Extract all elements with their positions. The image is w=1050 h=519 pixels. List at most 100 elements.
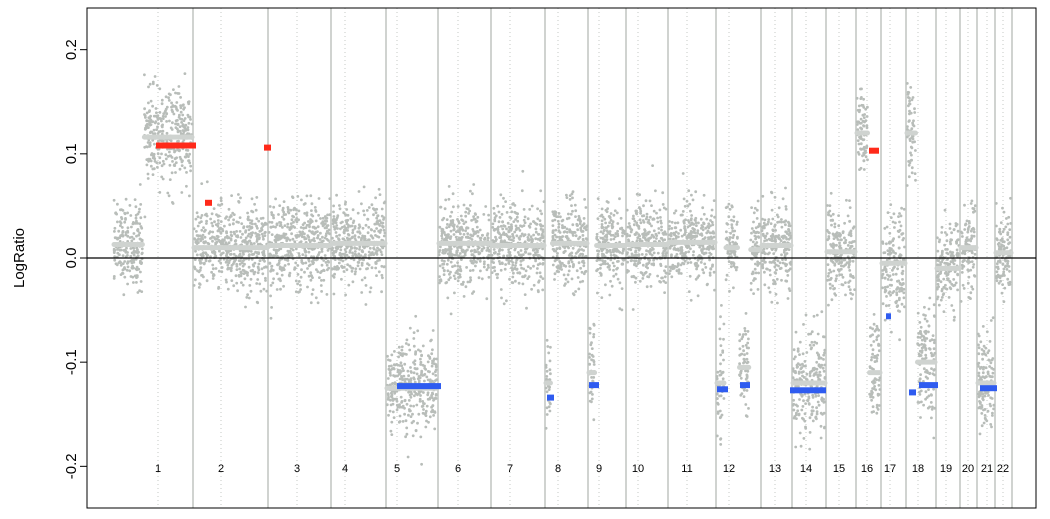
data-point	[637, 233, 640, 236]
data-point	[278, 204, 282, 208]
data-point	[580, 270, 584, 274]
data-point	[762, 258, 766, 262]
data-point	[353, 246, 357, 250]
data-point	[353, 226, 357, 230]
data-point	[726, 222, 729, 226]
data-point	[462, 222, 466, 226]
data-point	[591, 355, 595, 358]
data-point	[524, 250, 528, 254]
data-point	[710, 208, 714, 212]
data-point	[592, 418, 596, 422]
data-point	[344, 250, 348, 254]
data-point	[792, 398, 795, 402]
data-point	[320, 240, 324, 244]
data-point	[545, 375, 549, 378]
data-point	[470, 259, 474, 263]
data-point	[774, 229, 777, 232]
data-point	[149, 114, 153, 118]
data-point	[440, 229, 444, 233]
data-point	[238, 262, 242, 266]
data-point	[768, 273, 772, 277]
data-point	[245, 296, 249, 299]
data-point	[612, 213, 616, 217]
data-point	[381, 276, 384, 280]
data-point	[702, 212, 706, 216]
data-point	[346, 226, 350, 229]
data-point	[630, 259, 634, 262]
data-point	[379, 250, 383, 254]
data-point	[554, 258, 558, 261]
data-point	[360, 291, 364, 294]
data-point	[353, 252, 357, 256]
data-point	[438, 264, 442, 268]
data-point	[660, 225, 663, 229]
data-point	[328, 232, 331, 236]
data-point	[357, 261, 361, 264]
data-point	[447, 185, 451, 188]
data-point	[765, 232, 769, 235]
data-point	[285, 239, 289, 243]
data-point	[687, 189, 691, 193]
data-point	[324, 261, 328, 264]
data-point	[124, 218, 127, 221]
data-point	[160, 152, 163, 156]
data-point	[706, 225, 710, 229]
data-point	[255, 196, 259, 199]
data-point	[738, 333, 742, 336]
data-point	[718, 369, 722, 373]
data-point	[796, 362, 800, 365]
data-point	[682, 197, 686, 201]
data-point	[659, 219, 663, 223]
data-point	[398, 377, 402, 381]
data-point	[574, 215, 577, 219]
data-point	[249, 250, 253, 253]
data-point	[145, 163, 149, 167]
data-point	[238, 267, 242, 271]
data-point	[303, 232, 306, 236]
data-point	[577, 261, 581, 265]
data-point	[167, 96, 171, 100]
data-point	[647, 250, 650, 253]
data-point	[372, 213, 375, 217]
data-point	[386, 392, 390, 396]
data-point	[686, 204, 690, 208]
data-point	[462, 255, 465, 258]
data-point	[668, 269, 672, 273]
data-point	[601, 232, 605, 235]
data-point	[643, 229, 647, 233]
data-point	[708, 231, 712, 235]
data-point	[158, 111, 162, 114]
data-point	[545, 406, 549, 410]
data-point	[651, 164, 654, 168]
data-point	[708, 271, 712, 275]
data-point	[848, 220, 851, 223]
data-point	[541, 288, 545, 292]
data-point	[630, 252, 634, 256]
data-point	[460, 236, 463, 240]
data-point	[124, 197, 128, 201]
data-point	[811, 409, 815, 413]
data-point	[635, 192, 639, 196]
data-point	[375, 216, 379, 220]
data-point	[169, 126, 173, 130]
data-point	[370, 235, 374, 238]
data-point	[367, 238, 370, 242]
data-point	[701, 228, 705, 232]
data-point	[261, 235, 265, 239]
data-point	[383, 231, 387, 235]
data-point	[319, 217, 322, 220]
data-point	[815, 406, 818, 410]
data-point	[308, 225, 311, 229]
data-point	[502, 231, 506, 235]
data-point	[428, 370, 431, 374]
data-point	[505, 211, 509, 214]
data-point	[545, 338, 549, 342]
data-point	[499, 239, 503, 242]
data-point	[196, 224, 200, 228]
data-point	[571, 209, 574, 213]
data-point	[372, 207, 375, 211]
data-point	[452, 228, 456, 232]
data-point	[407, 413, 410, 417]
data-point	[439, 205, 442, 209]
